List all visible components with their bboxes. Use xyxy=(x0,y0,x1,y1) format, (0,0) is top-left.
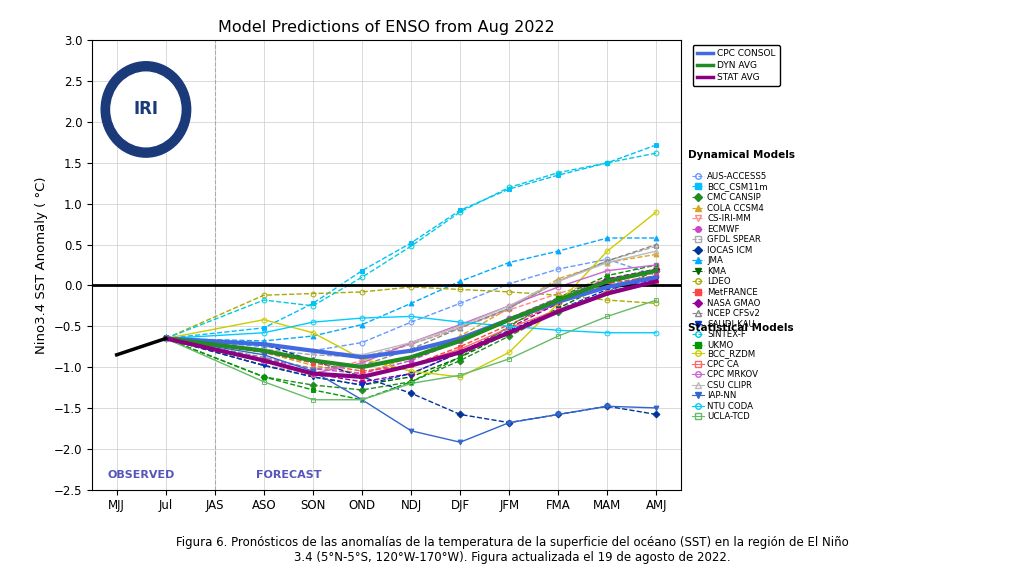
Title: Model Predictions of ENSO from Aug 2022: Model Predictions of ENSO from Aug 2022 xyxy=(218,20,555,35)
Legend: CPC CONSOL, DYN AVG, STAT AVG: CPC CONSOL, DYN AVG, STAT AVG xyxy=(692,45,780,86)
Text: IRI: IRI xyxy=(133,100,159,119)
Text: Figura 6. Pronósticos de las anomalías de la temperatura de la superficie del oc: Figura 6. Pronósticos de las anomalías d… xyxy=(176,536,848,564)
Legend: BCC_RZDM, CPC CA, CPC MRKOV, CSU CLIPR, IAP-NN, NTU CODA, UCLA-TCD: BCC_RZDM, CPC CA, CPC MRKOV, CSU CLIPR, … xyxy=(692,349,758,421)
Text: Dynamical Models: Dynamical Models xyxy=(688,150,795,160)
Text: FORECAST: FORECAST xyxy=(256,470,322,480)
Legend: AUS-ACCESS5, BCC_CSM11m, CMC CANSIP, COLA CCSM4, CS-IRI-MM, ECMWF, GFDL SPEAR, I: AUS-ACCESS5, BCC_CSM11m, CMC CANSIP, COL… xyxy=(692,172,768,350)
Circle shape xyxy=(101,62,190,157)
Text: Statistical Models: Statistical Models xyxy=(688,323,794,332)
Circle shape xyxy=(111,72,181,147)
Y-axis label: Nino3.4 SST Anomaly ( °C): Nino3.4 SST Anomaly ( °C) xyxy=(36,176,48,354)
Text: OBSERVED: OBSERVED xyxy=(108,470,175,480)
